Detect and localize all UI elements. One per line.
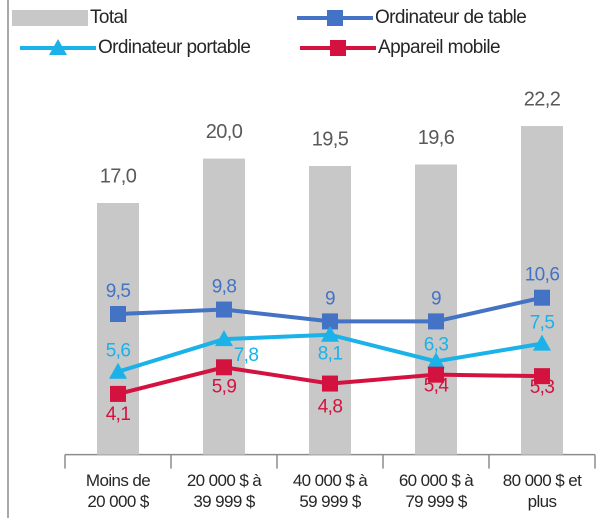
marker	[322, 313, 338, 330]
data-label: 20,0	[206, 121, 243, 143]
legend-marker	[330, 40, 346, 56]
marker	[216, 301, 232, 318]
x-tick-label: 60 000 $ à	[399, 471, 474, 490]
marker	[110, 306, 126, 322]
bar	[415, 164, 457, 455]
legend-label: Ordinateur de table	[375, 7, 526, 28]
data-label: 19,6	[418, 127, 455, 149]
data-label: 17,0	[100, 165, 137, 187]
marker	[110, 385, 126, 402]
x-tick-label: plus	[528, 492, 557, 511]
x-tick-label: 80 000 $ et	[503, 471, 582, 490]
data-label: 4,1	[106, 404, 131, 425]
data-label: 9,5	[106, 281, 131, 302]
legend-marker	[49, 39, 67, 55]
data-label: 8,1	[318, 344, 343, 365]
legend-label: Appareil mobile	[378, 37, 500, 58]
x-tick-label: 40 000 $ à	[293, 471, 368, 490]
bar	[97, 203, 139, 455]
legend-label: Ordinateur portable	[98, 37, 250, 58]
data-label: 10,6	[525, 265, 560, 286]
marker	[322, 375, 338, 392]
data-label: 7,8	[234, 345, 259, 366]
data-label: 5,9	[212, 376, 237, 397]
legend-label: Total	[90, 7, 127, 28]
data-label: 19,5	[312, 128, 349, 150]
data-label: 5,4	[424, 376, 450, 397]
x-tick-label: 79 999 $	[405, 492, 468, 511]
marker	[321, 325, 339, 342]
legend-marker	[327, 10, 343, 26]
x-tick-label: 39 999 $	[193, 492, 256, 511]
marker	[109, 362, 127, 379]
marker	[428, 313, 444, 330]
data-label: 6,3	[424, 334, 449, 355]
marker	[534, 368, 550, 385]
x-tick-label: 59 999 $	[299, 492, 362, 511]
marker	[533, 334, 551, 351]
legend-swatch	[12, 10, 88, 26]
data-label: 9,8	[212, 277, 237, 298]
data-label: 4,8	[318, 397, 343, 418]
marker	[534, 289, 550, 306]
marker	[427, 352, 445, 369]
x-tick-label: Moins de	[86, 471, 150, 490]
data-label: 5,6	[106, 341, 131, 362]
x-tick-label: 20 000 $ à	[187, 471, 262, 490]
data-label: 5,3	[530, 377, 555, 398]
marker	[216, 359, 232, 376]
bar	[309, 166, 351, 455]
data-label: 22,2	[524, 88, 561, 110]
data-label: 9	[325, 288, 335, 309]
marker	[428, 366, 444, 383]
data-label: 7,5	[530, 313, 555, 334]
x-tick-label: 20 000 $	[87, 492, 150, 511]
marker	[215, 330, 233, 347]
data-label: 9	[431, 288, 441, 309]
